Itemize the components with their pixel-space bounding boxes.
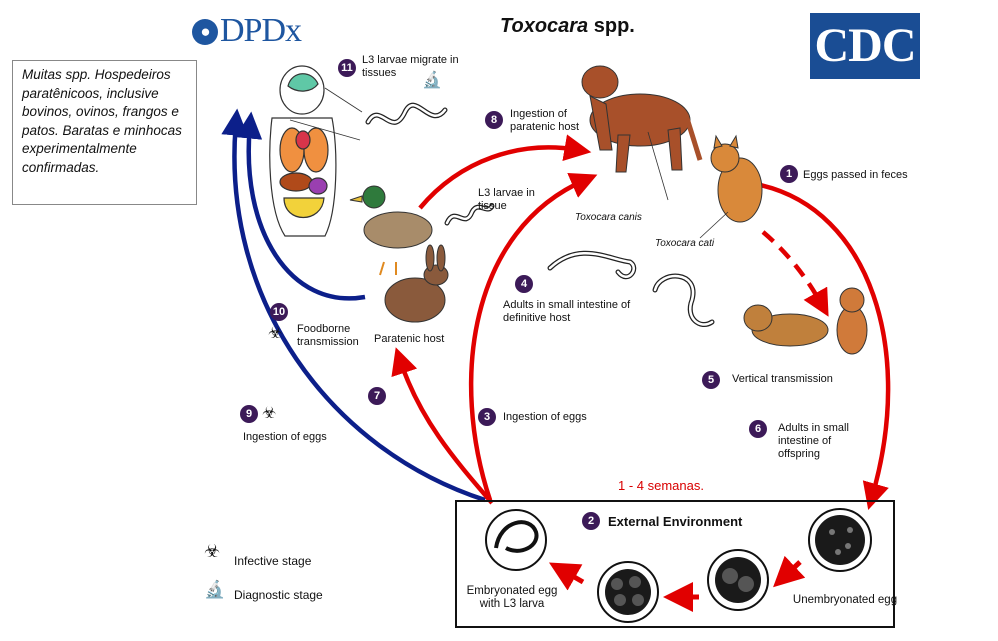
step-1-badge: 1 [780,165,798,183]
page-title: Toxocara spp. [500,15,635,37]
step-3-label: Ingestion of eggs [503,411,587,423]
arrow-ingestion-paratenic [418,134,592,210]
step-9-badge: 9 [240,405,258,423]
step-7-badge: 7 [368,387,386,405]
arrow-eggs-passed [759,182,891,510]
biohazard-icon: ☣ [262,405,277,422]
dog [581,65,703,173]
step-2-label: External Environment [608,514,743,529]
egg-unembryonated [808,508,872,572]
external-environment-box [455,500,895,628]
l3-tissue-label: L3 larvae in tissue [478,187,535,212]
step-10-badge: 10 [270,303,288,321]
egg-cleaving-2 [707,549,769,611]
step-6-label: Adults in small intestine of offspring [778,422,849,460]
duration-label: 1 - 4 semanas. [618,478,704,493]
step-3-badge: 3 [478,408,496,426]
step-11-label: L3 larvae migrate in tissues [362,54,459,79]
egg-cleaving-1 [597,561,659,623]
note-box: Muitas spp. Hospedeiros paratênicoos, in… [12,60,197,205]
step-8-label: Ingestion of paratenic host [510,108,580,133]
step-9-label: Ingestion of eggs [243,431,327,443]
kitten [836,287,868,355]
puppy [743,304,829,347]
dpdx-logo-icon: ● [192,19,218,45]
paratenic-host-label: Paratenic host [374,333,445,345]
rabbit [384,244,449,323]
step-6-badge: 6 [749,420,767,438]
biohazard-icon: ☣ [204,541,221,561]
legend-diagnostic: Diagnostic stage [234,588,323,602]
arrow-paratenic [391,347,494,505]
unembryonated-egg-label: Unembryonated egg [792,594,898,606]
biohazard-icon: ☣ [268,325,283,342]
step-5-badge: 5 [702,371,720,389]
duck [349,185,433,276]
toxocara-cati-label: Toxocara cati [655,238,715,249]
toxocara-canis-label: Toxocara canis [575,212,642,223]
arrow-ingestion-eggs-dog [468,173,598,501]
step-5-label: Vertical transmission [732,373,833,385]
step-8-badge: 8 [485,111,503,129]
arrow-egg-1 [773,555,806,588]
dpdx-logo: ● DPDx [192,12,302,50]
arrow-vertical [761,230,829,317]
step-10-label: Foodborne transmission [297,323,359,348]
legend-infective: Infective stage [234,554,312,568]
cdc-logo: CDC [810,13,920,79]
step-1-label: Eggs passed in feces [803,169,908,181]
arrow-foodborne [235,111,366,301]
step-4-label: Adults in small intestine of definitive … [503,299,631,324]
egg-embryonated [485,509,547,571]
microscope-icon: 🔬 [204,580,226,599]
arrow-ingestion-eggs-human [221,108,486,503]
microscope-icon: 🔬 [422,72,442,89]
cat [710,134,763,223]
step-4-badge: 4 [515,275,533,293]
arrow-egg-3 [548,562,585,591]
step-2-badge: 2 [582,512,600,530]
human-figure [269,65,337,237]
step-11-badge: 11 [338,59,356,77]
embryonated-egg-label: Embryonated egg with L3 larva [466,585,558,610]
